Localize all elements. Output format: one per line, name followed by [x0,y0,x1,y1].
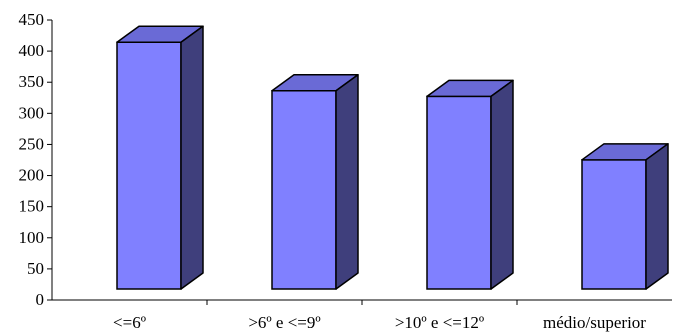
bar-front-face [581,159,647,290]
bar [426,79,514,290]
chart-bars [116,25,669,290]
y-tick-label: 150 [19,197,45,216]
y-tick-label: 400 [19,41,45,60]
chart-axes [47,19,672,305]
bar [581,143,669,290]
x-category-label: <=6º [113,313,146,332]
y-tick-labels: 0 50 100 150 200 250 300 350 400 450 [19,10,45,309]
bar-front-face [116,41,182,290]
y-tick-label: 100 [19,228,45,247]
y-tick-label: 350 [19,72,45,91]
y-tick-label: 0 [36,290,45,309]
bar-front-face [426,95,492,290]
x-category-labels: <=6º >6º e <=9º >10º e <=12º médio/superior [113,313,646,332]
bar-side-face [645,143,669,290]
x-category-label: médio/superior [543,313,646,332]
bar-side-face [180,25,204,290]
x-category-label: >10º e <=12º [395,313,484,332]
y-tick-label: 250 [19,134,45,153]
y-tick-label: 50 [27,259,44,278]
y-tick-label: 200 [19,166,45,185]
x-category-label: >6º e <=9º [248,313,320,332]
bar [116,25,204,290]
y-tick-label: 450 [19,10,45,29]
bar [271,74,359,290]
y-tick-label: 300 [19,103,45,122]
bar-side-face [335,74,359,290]
bar-front-face [271,90,337,290]
bar-side-face [490,79,514,290]
